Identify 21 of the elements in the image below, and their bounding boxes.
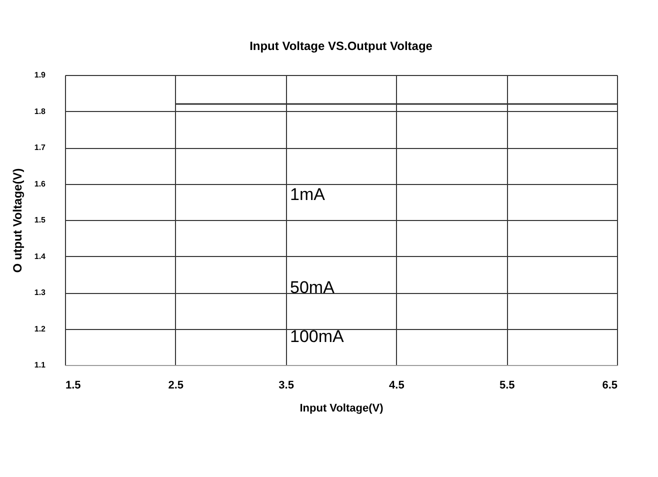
- annotation: 50mA: [290, 278, 336, 297]
- y-tick-label: 1.3: [34, 288, 46, 297]
- y-tick-label: 1.6: [34, 179, 46, 188]
- y-tick-label: 1.7: [34, 143, 46, 152]
- x-tick-label: 1.5: [66, 380, 81, 392]
- y-tick-label: 1.9: [34, 70, 46, 80]
- x-tick-label: 3.5: [278, 380, 294, 392]
- y-tick-label: 1.5: [34, 216, 46, 224]
- y-tick-label: 1.4: [34, 252, 46, 261]
- x-tick-label: 2.5: [168, 380, 184, 392]
- y-axis-title: O utput Voltage(V): [10, 168, 24, 273]
- chart-title: Input Voltage VS.Output Voltage: [250, 39, 433, 53]
- y-tick-label: 1.1: [34, 360, 46, 370]
- x-axis-title: Input Voltage(V): [300, 402, 384, 414]
- annotation: 100mA: [290, 327, 345, 346]
- x-tick-label: 4.5: [389, 380, 404, 392]
- x-tick-label: 5.5: [499, 380, 515, 392]
- annotation: 1mA: [290, 185, 326, 204]
- y-tick-label: 1.2: [34, 324, 46, 334]
- y-tick-label: 1.8: [34, 106, 46, 116]
- x-tick-label: 6.5: [602, 380, 618, 392]
